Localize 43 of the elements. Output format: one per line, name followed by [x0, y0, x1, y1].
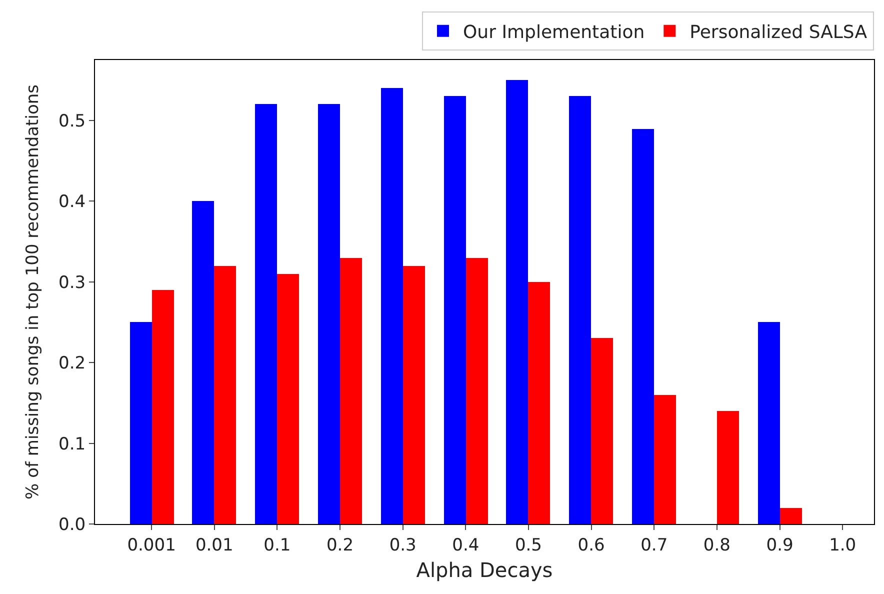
y-tick-label: 0.3 — [58, 272, 86, 293]
bar — [569, 96, 591, 524]
y-axis-title: % of missing songs in top 100 recommendations — [23, 84, 44, 500]
bar — [632, 129, 654, 524]
y-tick-label: 0.4 — [58, 192, 86, 212]
y-tick-label: 0.2 — [58, 354, 86, 374]
bar — [318, 104, 340, 524]
bar — [255, 104, 277, 524]
bar — [340, 258, 362, 524]
x-tick-label: 0.001 — [127, 535, 176, 556]
bar — [192, 201, 214, 524]
x-tick-label: 0.7 — [640, 535, 668, 556]
bar — [506, 80, 528, 524]
x-tick-label: 0.4 — [452, 535, 480, 556]
bar — [654, 395, 676, 524]
bar — [780, 508, 802, 524]
legend-label: Our Implementation — [463, 22, 645, 43]
x-tick-label: 0.2 — [326, 535, 354, 556]
y-tick-label: 0.5 — [58, 111, 86, 132]
bar — [277, 274, 299, 524]
x-tick-label: 0.9 — [766, 535, 794, 556]
y-tick-label: 0.1 — [58, 434, 86, 454]
bar — [403, 266, 425, 524]
y-tick-label: 0.0 — [58, 514, 86, 535]
bar — [214, 266, 236, 524]
bar — [152, 290, 174, 524]
x-tick-label: 0.6 — [578, 535, 605, 556]
bar — [444, 96, 466, 524]
bar — [466, 258, 488, 524]
bar — [381, 88, 403, 524]
bar — [717, 411, 739, 524]
x-tick-label: 0.3 — [389, 535, 416, 556]
x-axis-title: Alpha Decays — [416, 558, 553, 582]
x-tick-label: 0.5 — [514, 535, 542, 556]
x-tick-label: 0.1 — [264, 535, 291, 556]
x-tick-label: 1.0 — [829, 535, 856, 556]
x-tick-label: 0.8 — [703, 535, 730, 556]
legend-label: Personalized SALSA — [690, 22, 868, 43]
bar — [130, 322, 152, 524]
bar — [758, 322, 780, 524]
bar — [591, 338, 613, 524]
x-tick-label: 0.01 — [195, 535, 234, 556]
bar — [528, 282, 550, 524]
